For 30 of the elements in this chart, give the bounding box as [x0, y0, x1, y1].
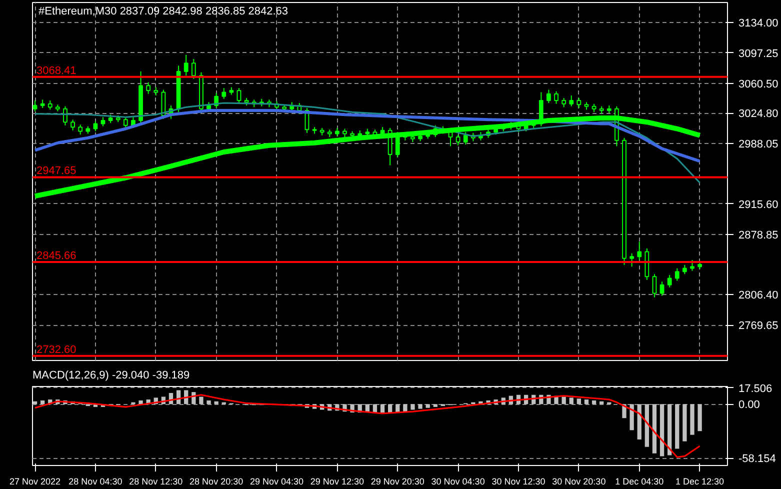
y-tick-label: 2988.05 [738, 138, 778, 151]
x-tick-label: 30 Nov 04:30 [431, 476, 485, 486]
y-tick-label: 3097.25 [738, 48, 778, 60]
x-tick-label: 27 Nov 2022 [10, 476, 61, 486]
x-tick-label: 30 Nov 12:30 [492, 476, 546, 486]
y-tick-label: 17.506 [738, 382, 772, 395]
y-tick-label: 2878.85 [738, 229, 778, 242]
y-tick-label: 2769.65 [738, 320, 778, 332]
y-tick-label: 2915.60 [738, 198, 778, 211]
x-tick-label: 28 Nov 04:30 [68, 476, 122, 486]
ref-line-label: 2947.65 [36, 165, 76, 178]
x-tick-label: 30 Nov 20:30 [552, 476, 606, 486]
y-tick-label: 3134.00 [738, 17, 778, 30]
x-tick-label: 1 Dec 12:30 [676, 476, 724, 486]
ref-line-label: 2845.66 [36, 250, 76, 262]
y-tick-label: 0.00 [738, 399, 760, 412]
ref-line-label: 2732.60 [36, 344, 76, 356]
chart-title: MACD(12,26,9) -29.040 -39.189 [32, 370, 190, 382]
x-tick-label: 29 Nov 12:30 [310, 476, 364, 486]
x-tick-label: 1 Dec 04:30 [615, 476, 664, 486]
y-tick-label: 2806.40 [738, 290, 778, 302]
y-tick-label: 3024.80 [738, 108, 778, 120]
y-tick-label: 3060.50 [738, 78, 778, 90]
ref-line-label: 3068.41 [36, 64, 76, 77]
x-tick-label: 29 Nov 20:30 [370, 476, 424, 486]
x-tick-label: 28 Nov 20:30 [190, 476, 244, 486]
x-tick-label: 28 Nov 12:30 [129, 476, 183, 486]
y-tick-label: -58.154 [738, 453, 776, 466]
chart-title: #Ethereum,M30 2837.09 2842.98 2836.85 2842.63 [38, 6, 288, 18]
x-tick-label: 29 Nov 04:30 [250, 476, 304, 486]
